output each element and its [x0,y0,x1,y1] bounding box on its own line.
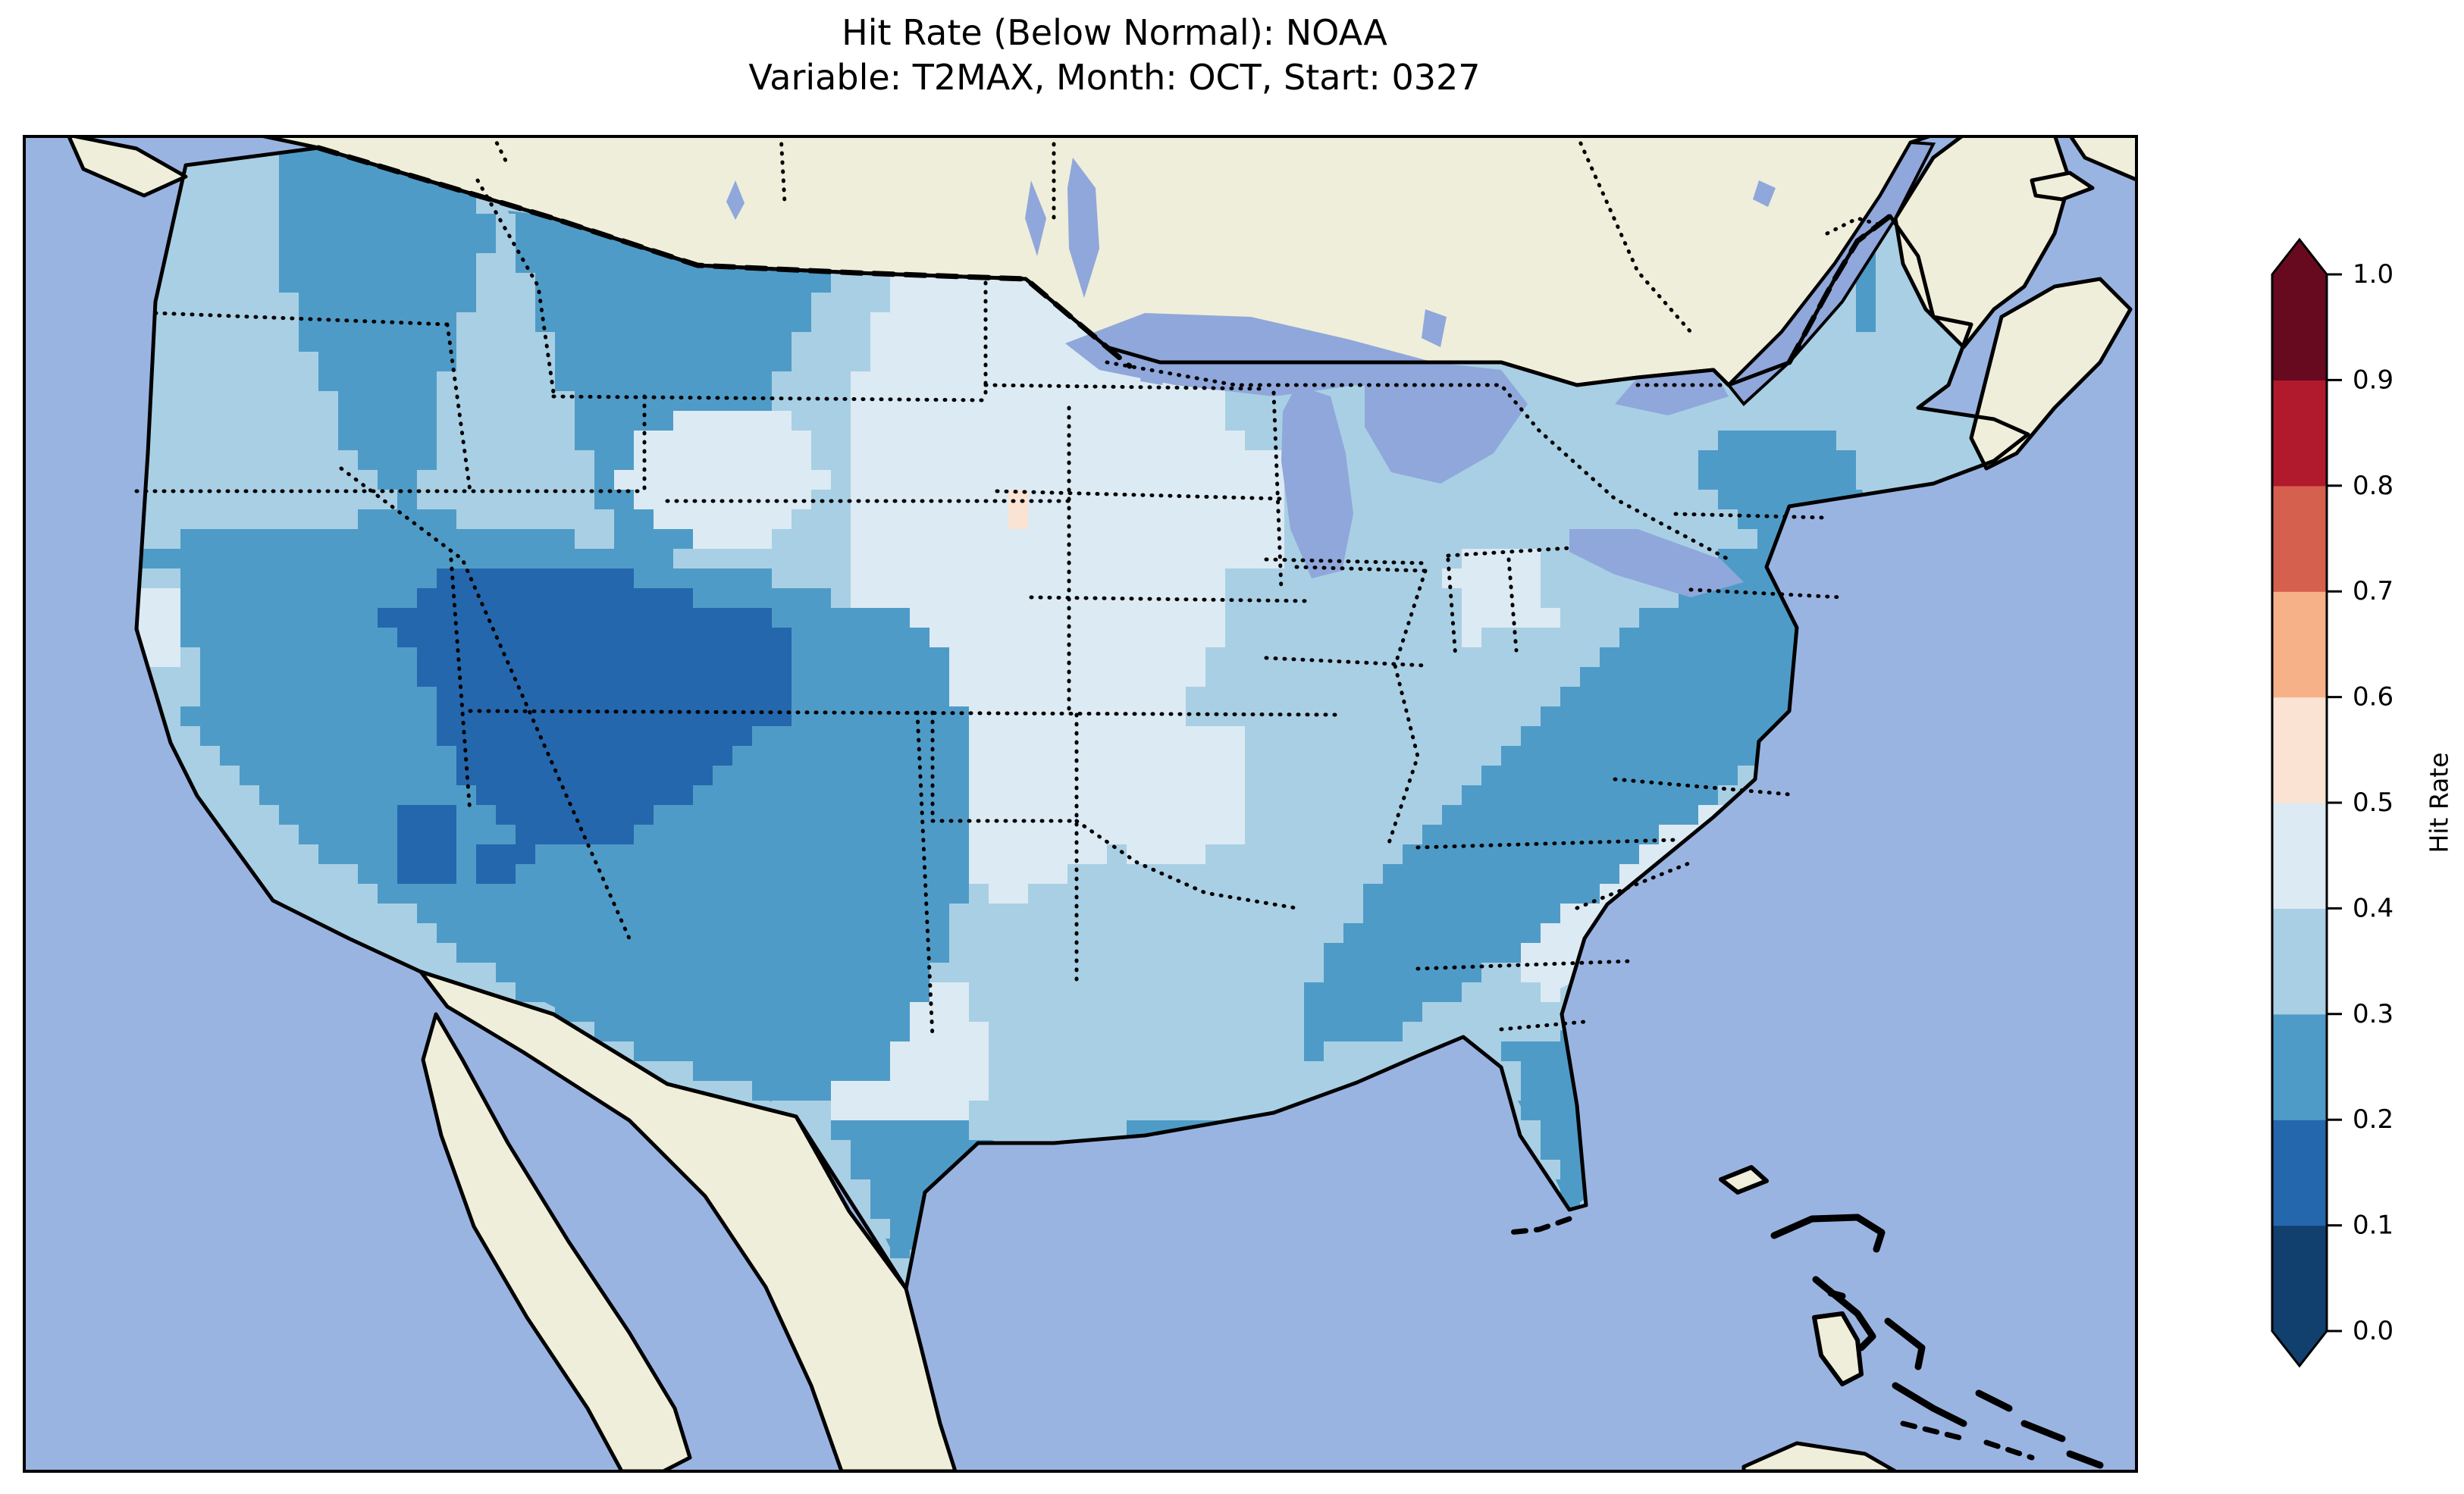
colorbar-tick-label: 0.0 [2353,1316,2393,1346]
state-border [1271,390,1284,592]
state-border [1264,656,1428,668]
state-border [1688,587,1845,600]
lakes [726,140,1936,597]
state-border [153,311,450,327]
us-mexico-border [419,969,908,1291]
state-border [491,135,510,168]
colorbar-bin [2272,274,2327,381]
colorbar-tick-label: 0.9 [2353,365,2393,395]
colorbar-over-arrow [2272,240,2327,274]
island-outline [1892,1382,1967,1427]
corner-land [2067,135,2138,183]
state-border [1673,512,1829,520]
state-border [983,383,1268,391]
colorbar-bin [2272,1225,2327,1332]
pei-island [2030,171,2095,202]
state-border [995,489,1284,501]
colorbar-bin [2272,485,2327,592]
st-lawrence-river [1726,140,1936,406]
canada-lake [1753,180,1776,207]
canada-lake [726,180,745,220]
great-lake [1065,313,1494,396]
colorbar-tick-label: 0.1 [2353,1211,2393,1241]
state-border [1415,838,1678,850]
dashed-coast [1900,1420,1967,1442]
colorbar-bin [2272,803,2327,909]
great-lake [1569,529,1744,597]
canada-lake [1422,309,1447,347]
colorbar-tick-label: 0.3 [2353,999,2393,1029]
bahamas-islands [1506,1165,2104,1469]
border-through-lakes [1105,360,1731,562]
state-border [445,322,472,493]
state-border [468,709,1344,717]
island-outline [1770,1214,1886,1253]
island [1812,1311,1864,1386]
title-line-2: Variable: T2MAX, Month: OCT, Start: 0327 [748,56,1481,98]
state-border [1385,568,1428,850]
canada-lake [1140,364,1166,385]
state-border [1415,959,1632,971]
map-panel [23,135,2138,1473]
dashed-coast [1506,1216,1572,1236]
state-border [915,710,935,1039]
colorbar-tick-label: 1.0 [2353,259,2393,290]
state-border [1294,565,1428,573]
new-brunswick-land [1893,135,2072,349]
state-border [1029,595,1314,603]
us-canada-border-east [1786,213,1893,365]
state-border [1613,777,1792,797]
great-lake [1281,385,1353,578]
colorbar-bin [2272,908,2327,1015]
canada-lake [1067,158,1099,298]
vancouver-island [66,135,188,198]
state-border [1264,557,1428,565]
colorbar-bin [2272,591,2327,698]
state-border [449,557,472,816]
state-border [551,394,988,402]
figure-title: Hit Rate (Below Normal): NOAA Variable: … [0,11,2229,100]
great-lake [1615,370,1729,415]
colorbar-tick-label: 0.4 [2353,893,2393,923]
state-border [339,466,632,941]
state-border [1575,860,1693,910]
us-canada-border [315,145,1133,369]
canada-lake [1025,180,1046,256]
island-outline [2066,1450,2104,1469]
island-outline [1827,1289,1846,1300]
map-frame [23,135,2138,1473]
island [1719,1165,1769,1195]
island-outline [2020,1420,2066,1442]
colorbar-bin [2272,380,2327,487]
state-border [779,135,787,205]
colorbar-bin [2272,697,2327,803]
state-border [1446,546,1572,558]
colorbar-bin [2272,1013,2327,1120]
state-border [1446,557,1458,660]
island-outline [1884,1317,1926,1370]
colorbar-axis-label: Hit Rate [2425,752,2454,853]
colorbar-tick-label: 0.8 [2353,471,2393,501]
colorbar-tick-label: 0.2 [2353,1104,2393,1135]
state-border [1074,819,1299,910]
colorbar-bin [2272,1120,2327,1226]
great-lake [1365,362,1528,484]
state-border [1825,216,1886,236]
colorbar-tick-label: 0.5 [2353,788,2393,818]
title-line-1: Hit Rate (Below Normal): NOAA [842,12,1387,53]
borders [134,135,1893,1291]
island-outline [1975,1389,2013,1412]
state-border [1506,557,1519,653]
colorbar-under-arrow [2272,1331,2327,1366]
colorbar-tick-label: 0.6 [2353,682,2393,713]
colorbar-tick-label: 0.7 [2353,576,2393,606]
colorbar: 0.0 0.1 0.2 0.3 0.4 0.5 0.6 0.7 0.8 0.9 1.0 Hit Rat… [2271,237,2454,1368]
dashed-coast [1983,1439,2035,1461]
